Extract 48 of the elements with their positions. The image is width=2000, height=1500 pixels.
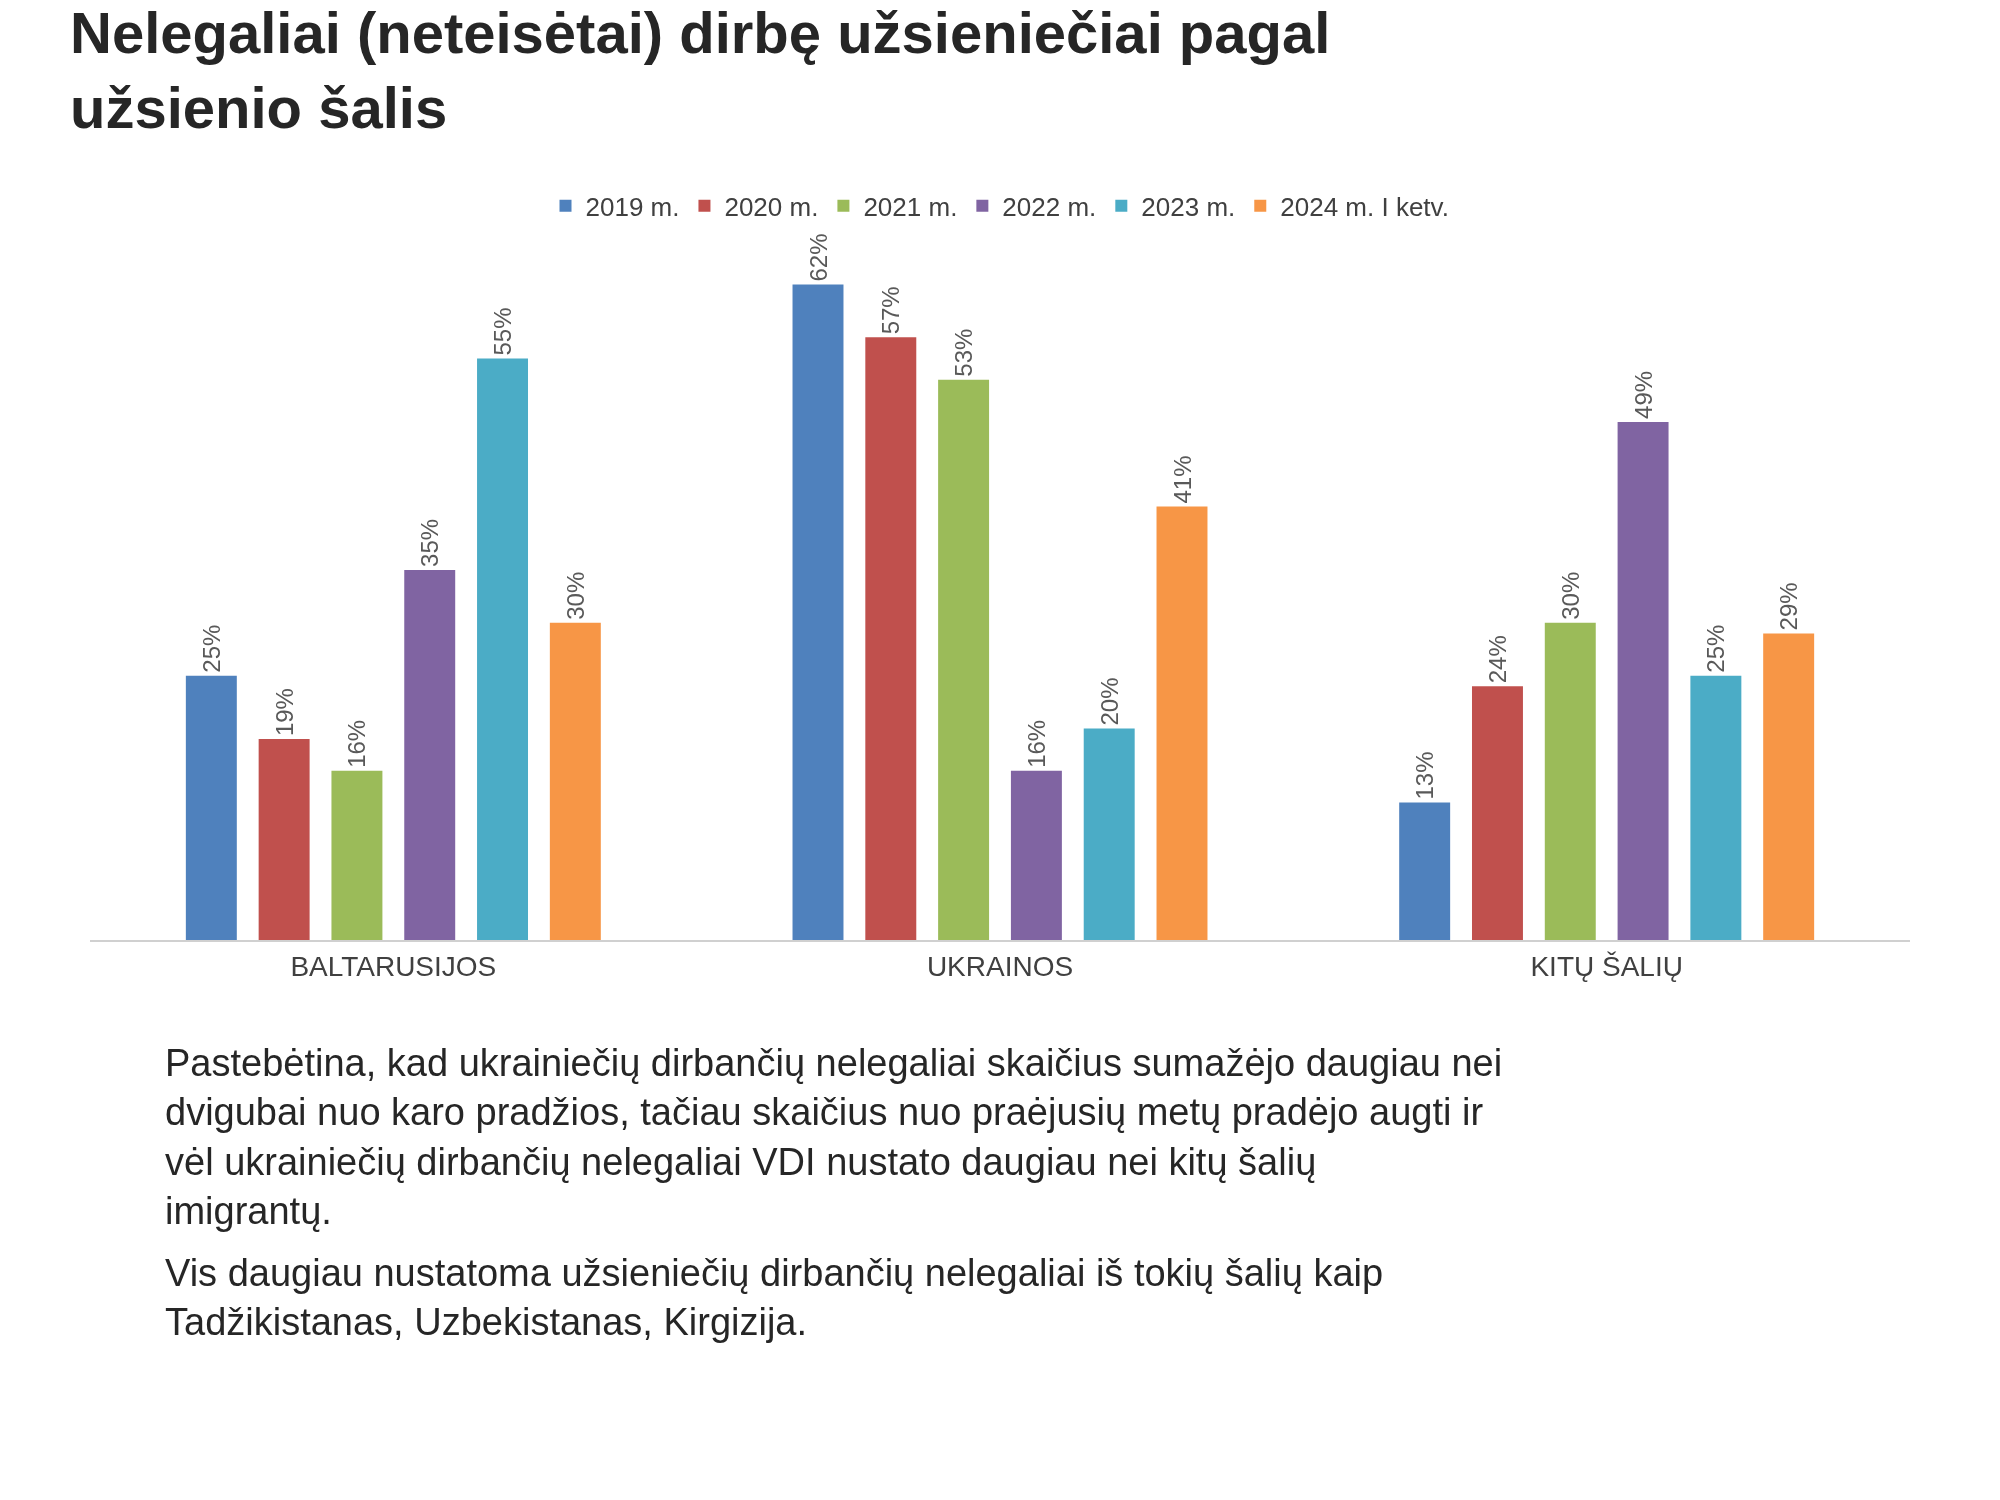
chart-title: Nelegaliai (neteisėtai) dirbę užsieniečiai pagal užsienio šalis	[70, 0, 1331, 140]
data-label: 19%	[270, 688, 298, 737]
data-label: 25%	[1702, 624, 1730, 673]
x-tick-label: UKRAINOS	[926, 950, 1074, 982]
data-label: 30%	[561, 571, 589, 620]
bar	[258, 739, 310, 940]
data-label: 20%	[1095, 677, 1123, 726]
bar	[1010, 770, 1062, 940]
bar	[938, 379, 990, 940]
data-label: 57%	[877, 286, 905, 335]
text: Pastebėtina, kad ukrainiečių dirbančių nelegaliai skaičius sumažėjo daugiau nei dvigubai nuo karo pradžios, tačiau skaičius nuo praėjusių metų pradėjo augti ir vėl ukrainiečių dirbančių nelegaliai VDI nustato daugiau nei kitų šalių imigrantų.	[165, 1042, 1503, 1233]
data-label: 13%	[1411, 751, 1439, 800]
bar	[792, 284, 844, 940]
bar	[1763, 633, 1815, 940]
data-label: 62%	[804, 233, 832, 282]
x-tick-label: BALTARUSIJOS	[290, 950, 497, 982]
data-label: 55%	[489, 307, 517, 356]
data-label: 16%	[1022, 719, 1050, 768]
legend-label: 2019 m.	[585, 191, 680, 222]
data-label: 29%	[1775, 582, 1803, 631]
bar	[331, 770, 383, 940]
bar	[477, 358, 529, 940]
legend-label: 2024 m. I ketv.	[1280, 191, 1449, 222]
data-label: 49%	[1629, 370, 1657, 419]
bar	[1544, 622, 1596, 940]
text: Vis daugiau nustatoma užsieniečių dirbančių nelegaliai iš tokių šalių kaip Tadžikistanas, Uzbekistanas, Kirgizija.	[165, 1252, 1384, 1344]
bar	[1399, 802, 1451, 940]
data-label: 25%	[197, 624, 225, 673]
legend-label: 2021 m.	[863, 191, 958, 222]
data-label: 41%	[1168, 455, 1196, 504]
bar	[1083, 728, 1135, 940]
data-label: 24%	[1483, 635, 1511, 684]
data-label: 16%	[343, 719, 371, 768]
bar	[1690, 675, 1742, 940]
bar	[1617, 421, 1669, 940]
bar	[865, 337, 917, 940]
bar	[1156, 506, 1208, 940]
bar	[549, 622, 601, 940]
data-label: 53%	[950, 328, 978, 377]
legend-label: 2023 m.	[1141, 191, 1236, 222]
x-tick-label: KITŲ ŠALIŲ	[1530, 950, 1683, 982]
bar	[404, 569, 456, 940]
data-label: 35%	[416, 518, 444, 567]
bar	[1471, 686, 1523, 940]
legend-label: 2022 m.	[1002, 191, 1097, 222]
legend-label: 2020 m.	[724, 191, 819, 222]
data-label: 30%	[1556, 571, 1584, 620]
bar	[185, 675, 237, 940]
